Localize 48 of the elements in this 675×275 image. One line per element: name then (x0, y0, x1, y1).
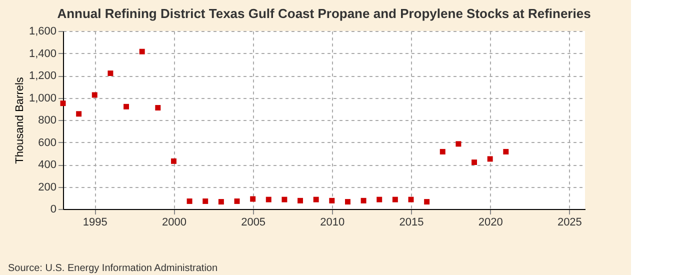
point (234, 198, 240, 204)
y-tick-label: 1,200 (28, 70, 56, 82)
point (408, 196, 414, 202)
x-tick-label: 2005 (241, 216, 266, 228)
chart-title: Annual Refining District Texas Gulf Coast Propane and Propylene Stocks at Refineries (57, 6, 591, 21)
point (186, 198, 192, 204)
point (376, 196, 382, 202)
point (282, 196, 288, 202)
point (424, 199, 430, 205)
point (313, 196, 319, 202)
point (124, 104, 130, 110)
point (155, 105, 161, 110)
x-tick-label: 2020 (478, 216, 503, 228)
point (266, 196, 272, 202)
y-tick-label: 0 (50, 204, 56, 216)
point (503, 148, 509, 154)
y-tick-label: 600 (38, 136, 56, 149)
point (250, 196, 256, 202)
point (392, 196, 398, 202)
point (139, 48, 145, 54)
point (218, 199, 224, 205)
y-tick-label: 400 (38, 159, 56, 171)
y-tick-label: 1,400 (28, 48, 56, 60)
point (360, 198, 366, 204)
point (108, 70, 114, 76)
point (487, 156, 493, 162)
point (440, 148, 446, 154)
y-tick-label: 200 (38, 181, 56, 194)
point (298, 198, 304, 204)
y-tick-label: 1,000 (28, 92, 56, 104)
x-tick-label: 2010 (320, 216, 345, 228)
point (344, 199, 350, 205)
point (202, 198, 208, 204)
y-axis-title: Thousand Barrels (14, 76, 26, 164)
y-tick-label: 1,600 (28, 26, 56, 38)
point (170, 158, 176, 164)
source-note: Source: U.S. Energy Information Administration (8, 263, 218, 274)
x-tick-label: 2015 (399, 216, 424, 228)
x-tick-label: 2000 (162, 216, 186, 228)
x-tick-label: 2025 (557, 216, 582, 228)
point (329, 198, 335, 204)
point (456, 141, 462, 147)
point (60, 100, 66, 106)
x-tick-label: 1995 (82, 216, 108, 228)
point (76, 111, 82, 117)
y-tick-label: 800 (38, 114, 56, 126)
point (92, 92, 98, 98)
point (472, 160, 478, 166)
